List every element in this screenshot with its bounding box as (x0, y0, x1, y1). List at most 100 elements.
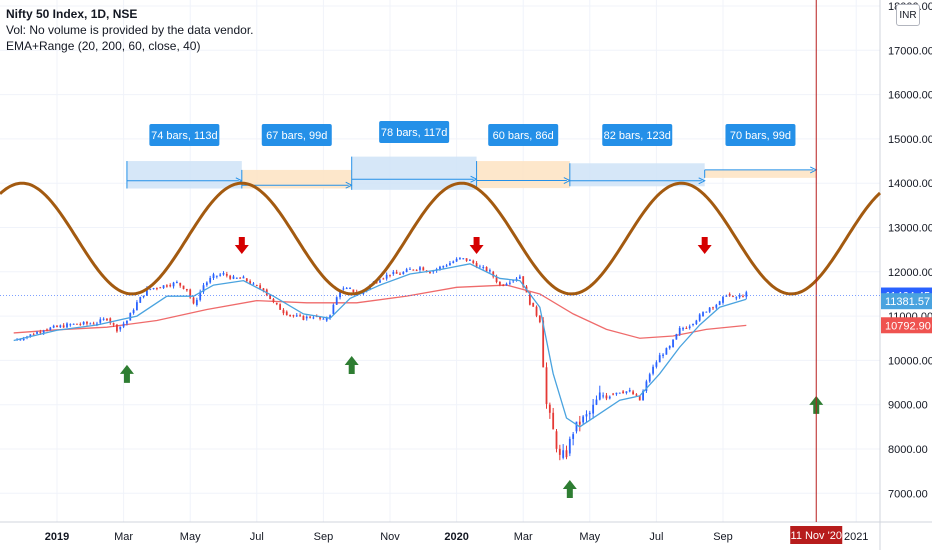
time-tick-label: 2019 (45, 531, 69, 543)
candle-body (285, 311, 288, 316)
volume-note: Vol: No volume is provided by the data v… (6, 23, 254, 37)
candle-body (472, 260, 475, 263)
candle-body (132, 310, 135, 314)
candle-body (252, 283, 255, 285)
candle-body (279, 304, 282, 310)
candle-body (678, 328, 681, 335)
candle-body (112, 323, 115, 325)
candle-body (169, 285, 172, 287)
candle-body (219, 274, 222, 276)
candle-body (202, 285, 205, 292)
ema-slow-line (13, 284, 747, 339)
cycle-label-text: 67 bars, 99d (266, 130, 327, 142)
candle-body (295, 315, 298, 317)
candle-body (222, 273, 225, 275)
candle-body (349, 287, 351, 289)
candle-body (655, 362, 658, 367)
candle-body (578, 421, 581, 425)
candle-body (142, 295, 145, 298)
candle-body (592, 404, 595, 414)
sell-arrow-icon (697, 237, 712, 254)
candle-body (319, 316, 321, 319)
candle-body (605, 395, 608, 399)
candle-body (685, 328, 688, 330)
candle-body (92, 323, 95, 325)
cycle-label: 70 bars, 99d (725, 124, 796, 146)
candle-body (545, 367, 548, 404)
candle-body (602, 395, 605, 397)
price-axis[interactable]: 7000.008000.009000.0010000.0011000.00120… (881, 1, 932, 500)
candle-body (722, 296, 724, 303)
candle-body (462, 258, 465, 260)
candle-body (712, 307, 714, 309)
candle-body (728, 293, 731, 296)
price-tick-label: 7000.00 (888, 488, 928, 500)
candle-body (512, 280, 515, 282)
candle-body (102, 318, 105, 320)
candle-body (555, 431, 558, 449)
candle-body (668, 345, 671, 349)
candle-body (735, 297, 738, 299)
currency-button[interactable]: INR (896, 4, 920, 26)
current-date-text: 11 Nov '20 (791, 530, 842, 542)
time-tick-label: Sep (713, 531, 733, 543)
candle-body (32, 334, 35, 336)
candle-body (59, 325, 62, 328)
candle-body (695, 320, 698, 324)
candle-body (19, 339, 22, 341)
candle-body (156, 288, 158, 290)
time-tick-label: Mar (514, 531, 533, 543)
price-tick-label: 9000.00 (888, 400, 928, 412)
cycle-label-box (261, 124, 332, 146)
candle-body (49, 327, 52, 331)
candle-body (628, 390, 631, 392)
candle-body (122, 323, 125, 327)
candle-body (215, 275, 218, 277)
candle-body (445, 265, 448, 267)
price-tick-label: 12000.00 (888, 267, 932, 279)
buy-arrow-icon (119, 364, 134, 383)
candle-body (665, 348, 668, 355)
candle-body (242, 276, 245, 279)
candle-body (289, 315, 291, 317)
candle-body (116, 324, 118, 332)
candle-body (632, 391, 634, 395)
candle-body (329, 315, 331, 318)
indicator-label[interactable]: EMA+Range (20, 200, 60, close, 40) (6, 39, 201, 53)
candle-body (492, 271, 495, 277)
cycle-label: 60 bars, 86d (488, 124, 559, 146)
candle-body (612, 393, 615, 395)
cycle-label-text: 74 bars, 113d (151, 130, 217, 142)
candle-body (332, 304, 335, 314)
time-tick-label: Mar (114, 531, 133, 543)
chart-legend: Nifty 50 Index, 1D, NSE Vol: No volume i… (6, 6, 253, 54)
candle-body (146, 288, 148, 296)
cycle-label-text: 78 bars, 117d (381, 127, 447, 139)
candle-body (225, 274, 228, 276)
price-tick-label: 13000.00 (888, 223, 932, 235)
candle-body (439, 266, 441, 270)
price-tag-box (881, 317, 932, 334)
cycle-label: 67 bars, 99d (261, 124, 332, 146)
candle-body (172, 282, 175, 287)
candle-body (595, 399, 598, 405)
cycle-label-text: 70 bars, 99d (730, 130, 791, 142)
time-axis[interactable]: 2019 Mar May Jul Sep Nov 2020 Mar May Jul Sep 20211… (45, 526, 869, 544)
candle-body (505, 283, 508, 286)
candle-body (465, 258, 468, 261)
candle-body (86, 321, 88, 324)
candle-body (129, 313, 132, 321)
symbol-title[interactable]: Nifty 50 Index, 1D, NSE (6, 7, 138, 21)
candle-body (705, 311, 708, 313)
candle-body (392, 272, 395, 275)
candle-body (745, 292, 748, 297)
price-tag-box (881, 293, 932, 310)
candle-body (382, 278, 385, 280)
ema-fast-line (13, 263, 747, 428)
candle-body (42, 330, 45, 333)
candle-body (199, 291, 202, 300)
price-tick-label: 15000.00 (888, 134, 932, 146)
candle-body (72, 323, 75, 325)
candle-body (185, 288, 188, 291)
